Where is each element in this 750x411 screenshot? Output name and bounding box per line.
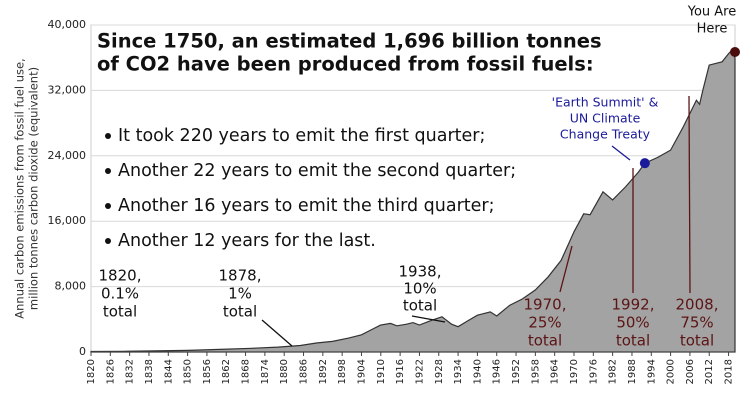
annotation: 1938, <box>399 263 442 281</box>
annotation: 10% <box>403 280 436 298</box>
x-tick-label: 1928 <box>434 359 445 384</box>
note: Another 22 years to emit the second quar… <box>118 161 516 181</box>
x-tick-label: 1874 <box>260 359 271 384</box>
x-tick-label: 1982 <box>608 359 619 384</box>
annotation: 50% <box>616 314 649 332</box>
annotation: 25% <box>528 314 561 332</box>
x-tick-label: 1838 <box>144 359 155 384</box>
marker <box>730 46 740 57</box>
note: Another 16 years to emit the third quart… <box>118 196 495 216</box>
annotation: total <box>403 297 437 315</box>
annotation: 1992, <box>612 296 655 314</box>
note: It took 220 years to emit the first quar… <box>118 126 485 146</box>
x-tick-label: 2018 <box>724 359 735 384</box>
x-tick-label: 1892 <box>318 359 329 384</box>
annotation-pointer <box>411 315 446 323</box>
x-tick-label: 1850 <box>183 359 194 384</box>
note: Another 12 years for the last. <box>118 231 376 251</box>
annotation: total <box>528 332 562 350</box>
x-tick-label: 1964 <box>550 359 561 384</box>
y-axis-label: Annual carbon emissions from fossil fuel… <box>13 58 27 318</box>
annotation: 1820, <box>99 267 142 285</box>
x-tick-label: 1922 <box>414 359 425 384</box>
x-tick-label: 1844 <box>163 359 174 384</box>
annotation: You Are <box>687 5 737 20</box>
annotation: 75% <box>680 314 713 332</box>
x-tick-label: 1976 <box>588 359 599 384</box>
bullet <box>105 203 111 209</box>
y-tick-label: 24,000 <box>48 149 87 162</box>
annotation: 'Earth Summit' & <box>552 95 659 110</box>
annotation: total <box>223 303 257 321</box>
x-tick-label: 2006 <box>685 359 696 384</box>
x-tick-label: 1856 <box>202 359 213 384</box>
x-tick-label: 1952 <box>511 359 522 384</box>
title: of CO2 have been produced from fossil fu… <box>97 53 594 76</box>
x-tick-label: 1898 <box>337 359 348 384</box>
y-tick-label: 8,000 <box>55 280 87 293</box>
x-tick-label: 1910 <box>376 359 387 384</box>
y-axis-label: million tonnes carbon dioxide (equivalen… <box>27 67 41 310</box>
annotation: 2008, <box>676 296 719 314</box>
y-tick-label: 40,000 <box>48 18 87 31</box>
x-tick-label: 1832 <box>125 359 136 384</box>
annotation-pointer <box>261 319 293 347</box>
y-tick-label: 16,000 <box>48 214 87 227</box>
x-tick-label: 1946 <box>492 359 503 384</box>
x-tick-label: 1940 <box>472 359 483 384</box>
bullet <box>105 168 111 174</box>
annotation-pointer <box>611 145 631 161</box>
annotation: Change Treaty <box>560 127 651 142</box>
annotation: total <box>103 303 137 321</box>
y-tick-label: 32,000 <box>48 83 87 96</box>
x-tick-label: 1970 <box>569 359 580 384</box>
title: Since 1750, an estimated 1,696 billion t… <box>97 30 602 53</box>
area <box>90 49 736 353</box>
x-tick-label: 1880 <box>279 359 290 384</box>
x-tick-label: 1916 <box>395 359 406 384</box>
annotation: 1878, <box>219 267 262 285</box>
x-tick-label: 2012 <box>704 359 715 384</box>
x-tick-label: 1826 <box>105 359 116 384</box>
x-tick-label: 1988 <box>627 359 638 384</box>
bullet <box>105 238 111 244</box>
marker <box>639 158 650 169</box>
x-tick-label: 1994 <box>646 359 657 384</box>
annotation-pointer <box>688 95 691 294</box>
x-tick-label: 1868 <box>241 359 252 384</box>
annotation: total <box>616 332 650 350</box>
x-tick-label: 1820 <box>86 359 97 384</box>
bullet <box>105 133 111 139</box>
x-tick-label: 1904 <box>356 359 367 384</box>
annotation-pointer <box>559 245 573 293</box>
y-tick-label: 0 <box>79 345 86 358</box>
x-tick-label: 1886 <box>299 359 310 384</box>
annotation: UN Climate <box>570 111 641 126</box>
annotation: 1% <box>228 285 252 303</box>
annotation: Here <box>697 22 728 37</box>
annotation: 1970, <box>524 296 567 314</box>
x-tick-label: 1958 <box>530 359 541 384</box>
annotation: total <box>680 332 714 350</box>
x-tick-label: 1934 <box>453 359 464 384</box>
x-tick-label: 2000 <box>666 359 677 384</box>
annotation: 0.1% <box>101 285 139 303</box>
x-tick-label: 1862 <box>221 359 232 384</box>
